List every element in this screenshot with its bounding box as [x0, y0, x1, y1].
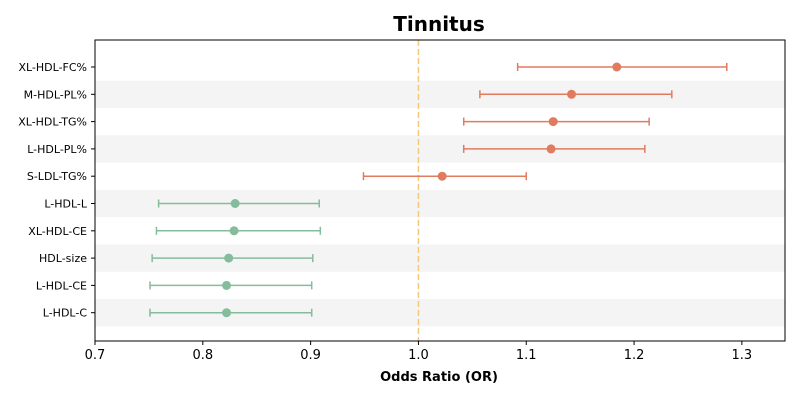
estimate-HDL-size	[151, 253, 314, 263]
x-tick-label: 1.1	[516, 348, 537, 363]
data-marks	[149, 62, 728, 318]
estimate-L-HDL-L	[157, 199, 320, 208]
y-tick-label: XL-HDL-FC%	[18, 61, 87, 74]
y-tick-label: L-HDL-PL%	[27, 143, 87, 156]
estimate-S-LDL-TG%	[362, 171, 527, 181]
x-axis-label: Odds Ratio (OR)	[380, 370, 498, 385]
x-tick-label: 0.8	[192, 348, 213, 363]
estimate-L-HDL-C	[149, 308, 313, 318]
y-tick-label: L-HDL-C	[43, 307, 88, 320]
x-tick-label: 0.7	[85, 348, 106, 363]
estimate-XL-HDL-TG%	[462, 117, 650, 127]
y-tick-label: L-HDL-L	[44, 198, 88, 211]
plot-frame	[94, 39, 786, 342]
y-tick-label: HDL-size	[39, 252, 87, 265]
estimate-M-HDL-PL%	[479, 89, 673, 99]
y-axis: XL-HDL-FC% M-HDL-PL% XL-HDL-TG% L-HDL-PL% S-…	[18, 61, 95, 320]
or-point	[222, 308, 232, 318]
y-tick-label: M-HDL-PL%	[24, 88, 87, 101]
y-tick-label: L-HDL-CE	[36, 279, 87, 292]
estimate-L-HDL-PL%	[462, 144, 646, 154]
or-point	[222, 280, 232, 290]
or-point	[567, 89, 577, 99]
row-band	[95, 135, 785, 163]
x-tick-label: 1.2	[624, 348, 645, 363]
or-point	[229, 226, 239, 236]
or-point	[546, 144, 556, 154]
or-point	[224, 253, 234, 263]
estimate-XL-HDL-CE	[155, 226, 322, 236]
or-point	[548, 117, 558, 127]
y-tick-label: XL-HDL-TG%	[18, 116, 87, 129]
or-point	[230, 199, 240, 208]
estimate-L-HDL-CE	[149, 280, 313, 290]
or-point	[437, 171, 447, 181]
x-axis: 0.7 0.8 0.9 1.0 1.1 1.2 1.3	[85, 341, 753, 363]
estimate-XL-HDL-FC%	[516, 62, 728, 72]
x-tick-label: 1.3	[732, 348, 753, 363]
x-tick-label: 0.9	[300, 348, 321, 363]
or-point	[612, 62, 622, 72]
y-tick-label: XL-HDL-CE	[28, 225, 87, 238]
x-tick-label: 1.0	[408, 348, 429, 363]
chart-title: Tinnitus	[393, 12, 485, 36]
row-band	[95, 80, 785, 108]
y-tick-label: S-LDL-TG%	[27, 170, 87, 183]
